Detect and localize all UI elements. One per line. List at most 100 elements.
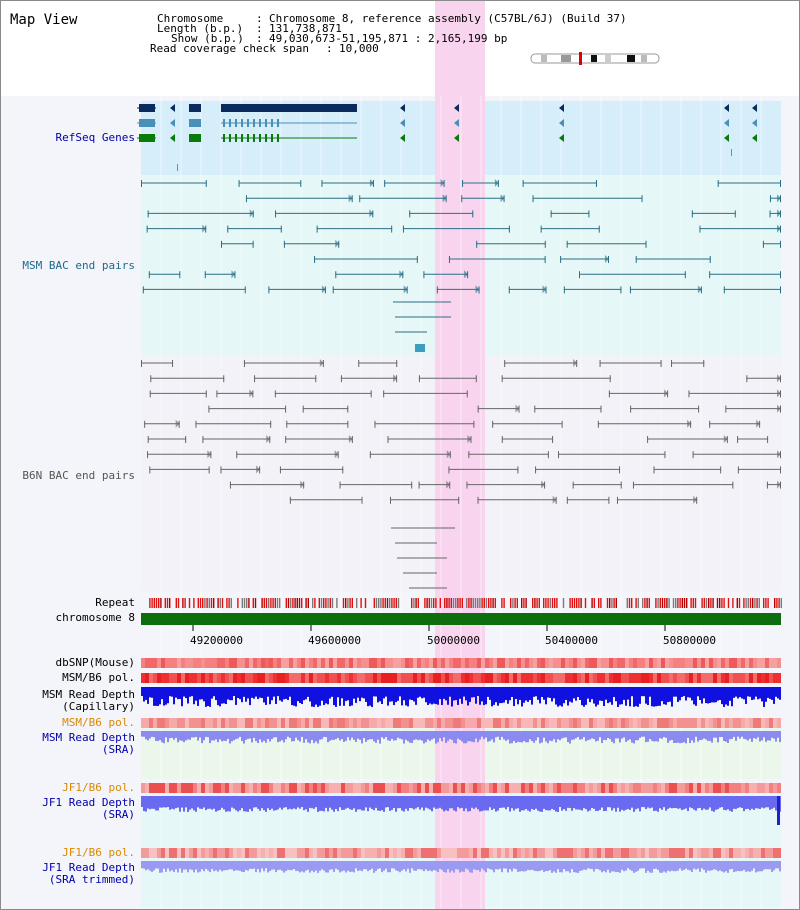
depth-bar xyxy=(203,796,205,808)
depth-bar xyxy=(461,731,463,742)
depth-bar xyxy=(159,687,161,705)
heat-cell xyxy=(349,848,353,858)
bac-end xyxy=(383,390,385,398)
depth-bar xyxy=(409,861,411,873)
bac-end xyxy=(179,271,181,279)
depth-bar xyxy=(407,731,409,742)
depth-bar xyxy=(491,796,493,810)
depth-bar xyxy=(469,861,471,873)
bac-end xyxy=(473,420,475,428)
depth-bar xyxy=(517,731,519,742)
heat-cell xyxy=(373,848,377,858)
repeat-mark xyxy=(705,598,708,608)
depth-bar xyxy=(325,861,327,873)
repeat-mark xyxy=(428,598,430,608)
depth-bar xyxy=(167,731,169,743)
heat-cell xyxy=(317,783,321,793)
depth-bar xyxy=(265,687,267,705)
track-label-msm-bac[interactable]: MSM BAC end pairs xyxy=(22,259,135,272)
page-title: Map View xyxy=(10,12,78,28)
heat-cell xyxy=(641,718,645,728)
repeat-mark xyxy=(169,598,171,608)
heat-cell xyxy=(429,718,433,728)
bac-arrow xyxy=(442,194,447,203)
depth-bar xyxy=(295,687,297,707)
heat-cell xyxy=(529,848,533,858)
heat-cell xyxy=(437,783,441,793)
repeat-mark xyxy=(780,598,782,608)
depth-bar xyxy=(447,861,449,870)
depth-bar xyxy=(419,731,421,740)
track-label-b6n-bac[interactable]: B6N BAC end pairs xyxy=(22,469,135,482)
heat-cell xyxy=(173,783,177,793)
heat-cell xyxy=(561,673,565,683)
depth-bar xyxy=(621,731,623,739)
depth-bar xyxy=(489,687,491,700)
depth-bar xyxy=(751,796,753,809)
repeat-mark xyxy=(274,598,276,608)
depth-bar xyxy=(593,861,595,872)
depth-bar xyxy=(627,687,629,700)
depth-bar xyxy=(595,861,597,869)
bac-end xyxy=(466,390,468,398)
depth-bar xyxy=(647,796,649,808)
bac-arrow xyxy=(207,450,212,459)
depth-bar xyxy=(391,687,393,702)
depth-bar xyxy=(445,731,447,743)
heat-cell xyxy=(617,783,621,793)
depth-bar xyxy=(613,861,615,872)
heat-cell xyxy=(209,673,213,683)
heat-cell xyxy=(509,658,513,668)
heat-cell xyxy=(197,718,201,728)
depth-bar xyxy=(251,731,253,743)
heat-cell xyxy=(229,658,233,668)
depth-bar xyxy=(187,861,189,873)
depth-bar xyxy=(179,861,181,869)
heat-cell xyxy=(549,783,553,793)
depth-bar xyxy=(333,731,335,740)
bac-end xyxy=(286,420,288,428)
repeat-mark xyxy=(738,598,741,608)
sep-2: : xyxy=(256,22,263,35)
heat-cell xyxy=(745,783,749,793)
heat-cell xyxy=(297,718,301,728)
depth-bar xyxy=(383,731,385,739)
gene-exon xyxy=(259,119,261,127)
depth-bar xyxy=(693,861,695,869)
heat-cell xyxy=(205,718,209,728)
depth-bar xyxy=(389,687,391,702)
depth-bar xyxy=(449,861,451,873)
heat-cell xyxy=(609,848,613,858)
repeat-mark xyxy=(292,598,294,608)
heat-cell xyxy=(485,848,489,858)
heat-cell xyxy=(721,673,725,683)
heat-cell xyxy=(497,673,501,683)
track-label-jf1-depth-trim: JF1 Read Depth xyxy=(42,861,135,874)
heat-cell xyxy=(457,718,461,728)
track-label-refseq[interactable]: RefSeq Genes xyxy=(55,131,135,144)
heat-cell xyxy=(441,783,445,793)
gene-arrow xyxy=(559,119,564,127)
repeat-mark xyxy=(226,598,228,608)
depth-bar xyxy=(273,687,275,697)
depth-bar xyxy=(539,687,541,704)
depth-bar xyxy=(661,687,663,702)
depth-bar xyxy=(223,796,225,810)
depth-bar xyxy=(457,687,459,705)
depth-bar xyxy=(435,687,437,705)
depth-bar xyxy=(181,687,183,707)
track-label-msm-depth-cap: MSM Read Depth xyxy=(42,688,135,701)
heat-cell xyxy=(173,718,177,728)
depth-bar xyxy=(551,731,553,742)
depth-bar xyxy=(529,687,531,700)
heat-cell xyxy=(665,658,669,668)
depth-bar xyxy=(351,796,353,810)
depth-bar xyxy=(285,731,287,740)
gene-arrow xyxy=(170,104,175,112)
bac-end xyxy=(270,420,272,428)
heat-cell xyxy=(557,673,561,683)
depth-bar xyxy=(435,796,437,809)
depth-bar xyxy=(307,731,309,743)
repeat-mark xyxy=(450,598,452,608)
depth-bar xyxy=(325,731,327,738)
